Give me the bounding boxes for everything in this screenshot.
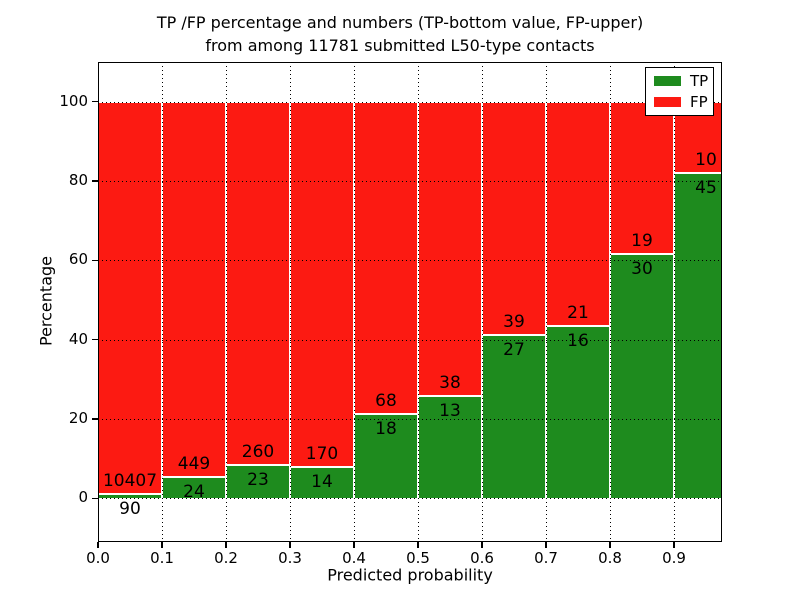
fp-legend-swatch [654, 97, 681, 107]
fp-count-label: 19 [631, 231, 653, 252]
x-gridline [674, 62, 675, 542]
tp-count-label: 30 [631, 259, 653, 280]
y-tick-label: 0 [78, 488, 88, 507]
bar-fp-segment [418, 101, 482, 398]
y-tick-label: 60 [68, 250, 88, 269]
x-tick-label: 0.5 [406, 549, 430, 567]
x-tick-label: 0.9 [662, 549, 686, 567]
x-gridline [482, 62, 483, 542]
y-tick-label: 100 [59, 91, 88, 110]
x-tick-mark [225, 542, 227, 548]
y-tick-label: 20 [68, 409, 88, 428]
legend-item-fp: FP [654, 92, 713, 111]
tp-count-label: 90 [119, 498, 141, 519]
bar-fp-segment [98, 101, 162, 495]
tp-legend-swatch [654, 76, 681, 86]
tp-count-label: 16 [567, 330, 589, 351]
tp-count-label: 18 [375, 419, 397, 440]
x-tick-mark [481, 542, 483, 548]
x-tick-label: 0.4 [342, 549, 366, 567]
x-tick-mark [97, 542, 99, 548]
bar-fp-segment [290, 101, 354, 469]
tp-count-label: 14 [311, 472, 333, 493]
y-gridline [98, 498, 722, 500]
legend-item-tp: TP [654, 71, 713, 90]
fp-count-label: 38 [439, 373, 461, 394]
y-tick-label: 40 [68, 329, 88, 348]
x-tick-mark [353, 542, 355, 548]
y-gridline [98, 339, 722, 341]
x-tick-label: 0.8 [598, 549, 622, 567]
y-tick-mark [92, 497, 98, 500]
y-gridline [98, 101, 722, 103]
y-tick-mark [92, 418, 98, 420]
legend: TP FP [645, 67, 714, 116]
chart-title-line-1: TP /FP percentage and numbers (TP-bottom… [156, 13, 644, 32]
x-gridline [354, 62, 355, 542]
x-gridline [162, 62, 163, 542]
y-gridline [98, 419, 722, 421]
fp-count-label: 21 [567, 302, 589, 323]
fp-count-label: 10 [695, 149, 717, 170]
bar-fp-segment [162, 101, 226, 479]
fp-count-label: 260 [241, 442, 275, 463]
x-gridline [546, 62, 547, 542]
tp-count-label: 13 [439, 401, 461, 422]
x-tick-label: 0.1 [150, 549, 174, 567]
fp-count-label: 10407 [102, 470, 158, 491]
fp-legend-label: FP [690, 92, 708, 111]
bar-fp-segment [546, 101, 610, 327]
bar-fp-segment [610, 101, 674, 256]
x-gridline [226, 62, 227, 542]
x-tick-mark [289, 542, 291, 548]
bar-fp-segment [482, 101, 546, 337]
fp-count-label: 68 [375, 391, 397, 412]
y-tick-mark [92, 259, 98, 262]
plot-area: 10407 90 449 24 260 23 170 14 68 18 38 13 39 27 21 16 19… [98, 62, 722, 542]
tp-count-label: 27 [503, 340, 525, 361]
y-tick-mark [92, 180, 98, 182]
y-tick-label: 80 [68, 171, 88, 189]
bar-tp-segment [418, 397, 482, 499]
chart-title: TP /FP percentage and numbers (TP-bottom… [0, 11, 800, 57]
x-tick-label: 0.7 [534, 549, 558, 567]
x-tick-mark [673, 542, 675, 548]
x-tick-label: 0.2 [214, 549, 238, 567]
x-gridline [418, 62, 419, 542]
x-tick-label: 0.3 [278, 549, 302, 567]
bar-tp-segment [674, 173, 722, 499]
chart-title-line-2: from among 11781 submitted L50-type cont… [205, 36, 595, 55]
tp-count-label: 45 [695, 177, 717, 198]
x-tick-mark [161, 542, 163, 548]
y-tick-mark [92, 100, 98, 103]
bar-tp-segment [354, 415, 418, 499]
bar-fp-segment [226, 101, 290, 467]
fp-count-label: 39 [503, 312, 525, 333]
bar-tp-segment [226, 466, 290, 499]
bar-tp-segment [610, 255, 674, 499]
tp-legend-label: TP [690, 71, 709, 90]
bar-tp-segment [482, 336, 546, 499]
y-gridline [98, 181, 722, 182]
tp-count-label: 23 [247, 470, 269, 491]
x-gridline [610, 62, 611, 542]
bar-fp-segment [354, 101, 418, 416]
fp-count-label: 449 [177, 454, 211, 475]
bar-tp-segment [290, 468, 354, 499]
x-axis-label: Predicted probability [327, 565, 493, 585]
x-tick-mark [545, 542, 547, 548]
x-tick-mark [417, 542, 419, 548]
x-tick-label: 0.6 [470, 549, 494, 567]
y-gridline [98, 260, 722, 262]
y-tick-mark [92, 338, 98, 341]
tp-count-label: 24 [183, 482, 205, 503]
x-tick-label: 0.0 [86, 549, 110, 567]
x-gridline [290, 62, 291, 542]
bar-tp-segment [546, 326, 610, 499]
fp-count-label: 170 [305, 444, 339, 465]
x-tick-mark [609, 542, 611, 548]
